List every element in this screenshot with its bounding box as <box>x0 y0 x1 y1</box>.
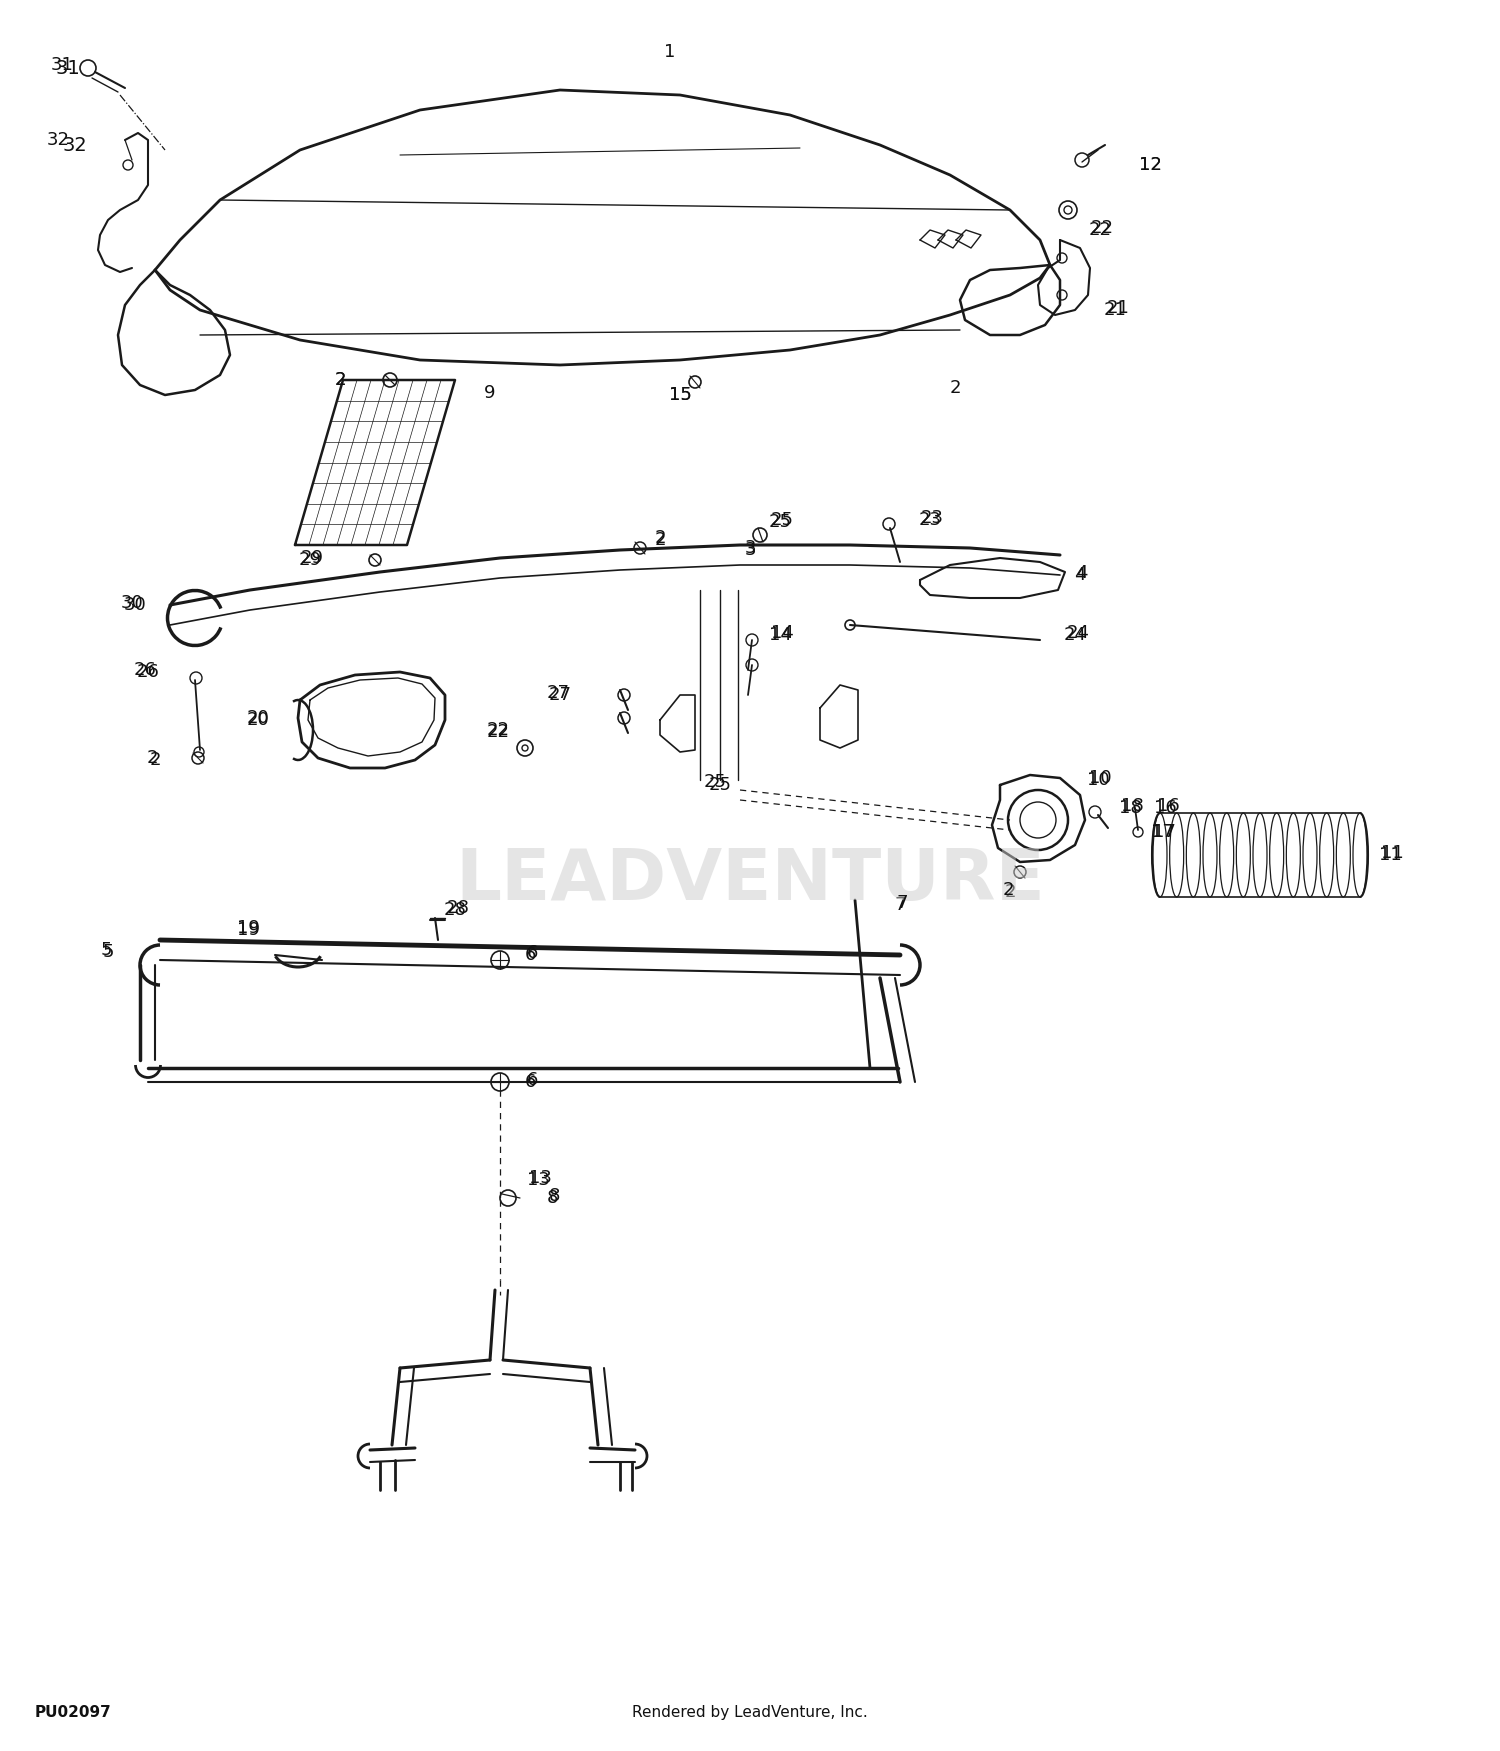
Text: 20: 20 <box>246 709 270 727</box>
Text: 17: 17 <box>1150 823 1173 840</box>
Text: 3: 3 <box>744 539 756 557</box>
Text: 15: 15 <box>669 385 692 404</box>
Text: 18: 18 <box>1119 798 1142 818</box>
Text: 9: 9 <box>484 383 495 403</box>
Text: 19: 19 <box>237 921 260 939</box>
Text: 6: 6 <box>526 1072 537 1089</box>
Text: 31: 31 <box>56 58 81 77</box>
Text: 2: 2 <box>334 371 345 389</box>
Text: 28: 28 <box>444 902 466 919</box>
Text: 28: 28 <box>447 898 470 918</box>
Text: 6: 6 <box>525 946 536 965</box>
Text: 12: 12 <box>1138 156 1161 173</box>
Text: 2: 2 <box>334 371 345 389</box>
Text: 10: 10 <box>1086 770 1110 790</box>
Text: 19: 19 <box>237 919 260 937</box>
Text: 30: 30 <box>123 595 147 615</box>
Text: 21: 21 <box>1107 299 1130 317</box>
Text: 25: 25 <box>704 772 726 791</box>
Text: 8: 8 <box>546 1189 558 1206</box>
Text: 25: 25 <box>708 776 732 793</box>
Text: 17: 17 <box>1152 823 1176 840</box>
Text: 22: 22 <box>486 721 510 739</box>
Text: 30: 30 <box>120 594 144 613</box>
Text: 31: 31 <box>51 56 74 74</box>
Text: 15: 15 <box>669 385 692 404</box>
Text: 10: 10 <box>1089 769 1112 786</box>
Text: 23: 23 <box>918 511 942 529</box>
Text: 1: 1 <box>664 44 675 61</box>
Text: 2: 2 <box>654 531 666 550</box>
Text: 7: 7 <box>897 895 908 912</box>
Text: 18: 18 <box>1120 797 1143 814</box>
Text: 29: 29 <box>300 550 324 567</box>
Text: 22: 22 <box>1090 219 1113 236</box>
Text: 13: 13 <box>526 1171 549 1189</box>
Text: 4: 4 <box>1074 566 1086 585</box>
Text: 13: 13 <box>528 1170 552 1187</box>
Text: 12: 12 <box>1138 156 1161 173</box>
Text: 22: 22 <box>486 723 510 741</box>
Text: 25: 25 <box>768 513 792 531</box>
Text: 2: 2 <box>1005 883 1016 902</box>
Text: 23: 23 <box>921 510 944 527</box>
Text: 14: 14 <box>771 623 794 643</box>
Text: 11: 11 <box>1380 844 1404 861</box>
Text: 6: 6 <box>525 1073 536 1091</box>
Text: 24: 24 <box>1066 623 1089 643</box>
Text: 29: 29 <box>298 552 321 569</box>
Text: 14: 14 <box>768 627 792 644</box>
Text: 5: 5 <box>100 940 111 960</box>
Text: 5: 5 <box>102 944 114 961</box>
Text: 27: 27 <box>546 685 570 702</box>
Text: 32: 32 <box>63 135 87 154</box>
Text: LEADVENTURE: LEADVENTURE <box>454 846 1046 914</box>
Text: 2: 2 <box>1002 881 1014 898</box>
Text: 2: 2 <box>950 378 960 397</box>
Text: 2: 2 <box>654 529 666 546</box>
Text: 6: 6 <box>526 944 537 961</box>
Text: 21: 21 <box>1104 301 1126 319</box>
Text: 3: 3 <box>744 541 756 559</box>
Text: 24: 24 <box>1064 627 1086 644</box>
Text: Rendered by LeadVenture, Inc.: Rendered by LeadVenture, Inc. <box>632 1705 868 1719</box>
Text: 11: 11 <box>1378 846 1401 863</box>
Text: 32: 32 <box>46 131 69 149</box>
Text: 2: 2 <box>147 749 158 767</box>
Text: 27: 27 <box>549 686 572 704</box>
Text: 2: 2 <box>148 751 160 769</box>
Text: 26: 26 <box>136 664 159 681</box>
Text: 25: 25 <box>771 511 794 529</box>
Text: 16: 16 <box>1156 797 1179 814</box>
Text: 20: 20 <box>246 711 270 728</box>
Text: 26: 26 <box>134 660 156 679</box>
Text: 22: 22 <box>1089 221 1112 238</box>
Text: PU02097: PU02097 <box>34 1705 111 1719</box>
Text: 4: 4 <box>1077 564 1088 581</box>
Text: 7: 7 <box>894 897 906 914</box>
Text: 16: 16 <box>1154 798 1176 818</box>
Text: 8: 8 <box>549 1187 560 1205</box>
